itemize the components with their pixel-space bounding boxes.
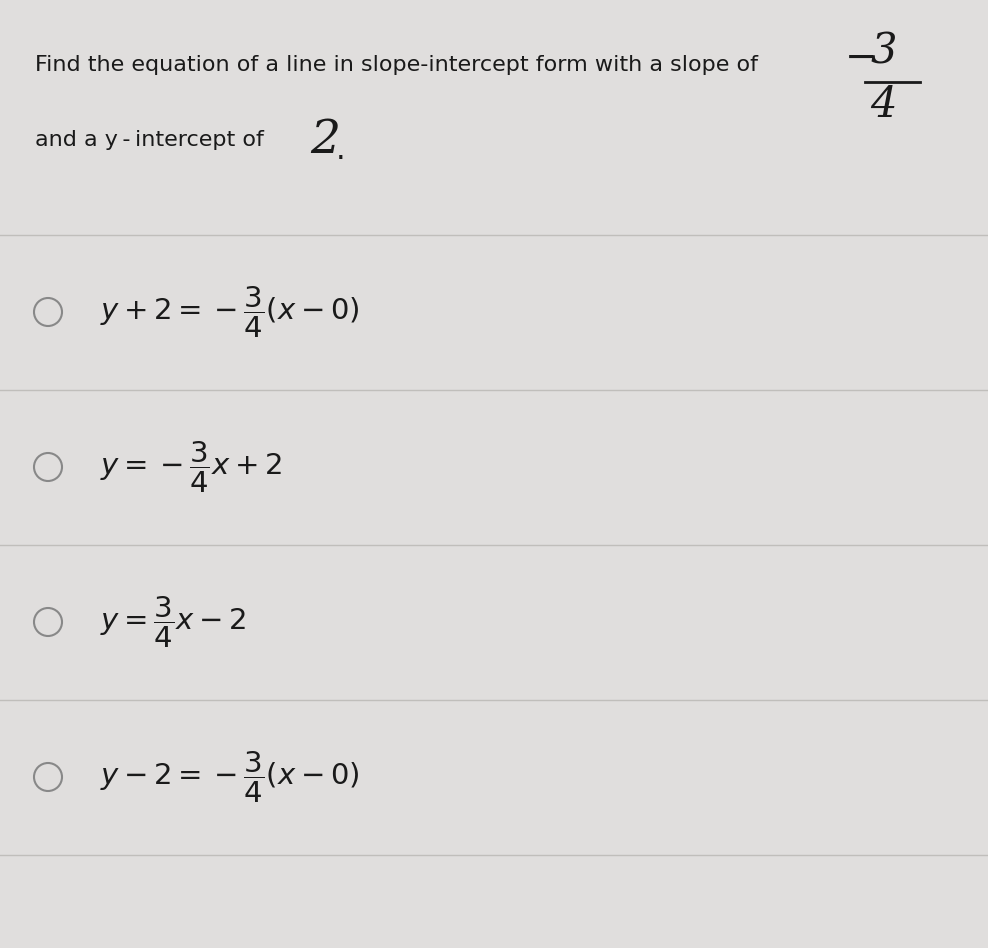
Text: .: .: [336, 136, 346, 165]
Text: and a y - intercept of: and a y - intercept of: [35, 130, 264, 150]
Text: 4: 4: [870, 84, 896, 126]
Text: −: −: [845, 40, 877, 77]
Text: 3: 3: [870, 30, 896, 72]
Text: $y = \dfrac{3}{4}x - 2$: $y = \dfrac{3}{4}x - 2$: [100, 594, 246, 649]
Text: $y + 2 = -\dfrac{3}{4}(x - 0)$: $y + 2 = -\dfrac{3}{4}(x - 0)$: [100, 284, 360, 339]
Text: 2: 2: [310, 118, 340, 163]
Text: $y - 2 = -\dfrac{3}{4}(x - 0)$: $y - 2 = -\dfrac{3}{4}(x - 0)$: [100, 750, 360, 805]
Text: $y = -\dfrac{3}{4}x + 2$: $y = -\dfrac{3}{4}x + 2$: [100, 440, 283, 495]
Text: Find the equation of a line in slope-intercept form with a slope of: Find the equation of a line in slope-int…: [35, 55, 758, 75]
